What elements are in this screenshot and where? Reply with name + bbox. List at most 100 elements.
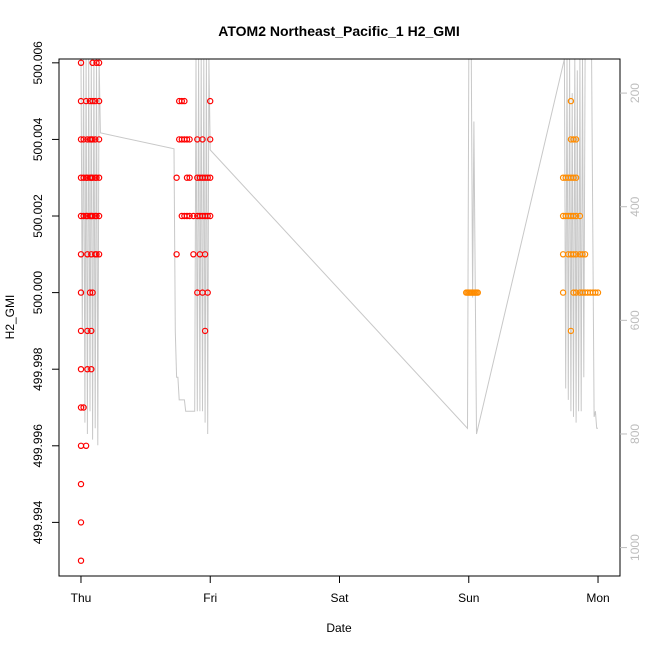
points-layer: [77, 59, 602, 564]
data-point: [173, 251, 180, 258]
data-point: [567, 97, 575, 105]
data-point: [95, 136, 103, 143]
data-point: [201, 251, 209, 258]
data-point: [89, 174, 96, 181]
data-point: [173, 174, 180, 181]
x-axis: Thu Fri Sat Sun Mon: [71, 575, 610, 605]
data-point: [95, 97, 103, 105]
data-point: [181, 97, 188, 105]
data-point: [77, 404, 85, 411]
data-point: [84, 327, 91, 335]
data-point: [572, 289, 580, 296]
data-point: [190, 212, 197, 220]
data-point: [570, 212, 577, 220]
y-axis-label: H2_GMI: [3, 295, 17, 340]
data-point: [183, 174, 191, 181]
data-point: [86, 289, 94, 296]
y-tick-label: 500.004: [31, 117, 45, 161]
data-point: [570, 251, 577, 258]
data-point: [576, 212, 584, 220]
data-point: [95, 59, 103, 67]
data-point: [204, 289, 211, 296]
data-point: [82, 97, 90, 105]
data-point: [592, 289, 599, 296]
data-point: [190, 251, 197, 258]
data-point: [572, 174, 580, 181]
data-point: [77, 327, 85, 335]
y-tick-label: 499.998: [31, 347, 45, 391]
data-point: [88, 327, 95, 335]
data-point: [572, 251, 580, 258]
data-point: [206, 174, 214, 181]
data-point: [572, 136, 580, 143]
data-point: [570, 174, 577, 181]
data-point: [80, 212, 87, 220]
x-tick-label: Sun: [458, 591, 479, 605]
data-point: [89, 59, 96, 67]
data-point: [206, 212, 214, 220]
data-point: [80, 404, 87, 411]
data-point: [186, 136, 193, 143]
data-point: [89, 136, 96, 143]
y2-tick-label: 1000: [628, 534, 642, 561]
data-point: [84, 251, 91, 258]
data-point: [77, 251, 85, 258]
y2-axis: 200 400 600 800 1000: [620, 83, 642, 561]
y-tick-label: 499.996: [31, 424, 45, 468]
data-point: [77, 519, 85, 526]
data-point: [89, 212, 96, 220]
data-point: [89, 289, 96, 296]
data-point: [77, 557, 85, 564]
y2-tick-label: 200: [628, 83, 642, 103]
data-point: [570, 136, 577, 143]
x-tick-label: Sat: [330, 591, 349, 605]
data-point: [204, 174, 211, 181]
data-point: [206, 136, 214, 143]
data-point: [93, 251, 100, 258]
x-tick-label: Thu: [71, 591, 92, 605]
data-point: [206, 97, 214, 105]
chart-title: ATOM2 Northeast_Pacific_1 H2_GMI: [218, 23, 459, 39]
y-tick-label: 499.994: [31, 500, 45, 544]
y-tick-label: 500.006: [31, 41, 45, 85]
data-point: [77, 480, 85, 488]
data-point: [594, 289, 602, 296]
data-point: [201, 327, 209, 335]
data-point: [95, 251, 103, 258]
data-point: [581, 251, 589, 258]
data-point: [178, 97, 185, 105]
y2-tick-label: 400: [628, 196, 642, 216]
y-tick-label: 500.002: [31, 194, 45, 238]
data-point: [183, 212, 191, 220]
data-point: [91, 97, 99, 105]
data-point: [186, 174, 193, 181]
data-point: [84, 366, 91, 373]
x-axis-label: Date: [326, 621, 352, 635]
data-point: [82, 442, 90, 449]
data-point: [559, 289, 567, 296]
data-point: [570, 289, 577, 296]
data-point: [88, 366, 95, 373]
x-tick-label: Mon: [586, 591, 609, 605]
data-point: [93, 174, 100, 181]
data-point: [91, 136, 99, 143]
data-point: [80, 174, 87, 181]
y2-tick-label: 600: [628, 310, 642, 330]
data-point: [93, 212, 100, 220]
data-point: [77, 136, 85, 143]
data-point: [183, 136, 191, 143]
data-point: [93, 59, 100, 67]
data-point: [95, 174, 103, 181]
data-point: [89, 97, 96, 105]
data-point: [95, 212, 103, 220]
data-point: [80, 136, 87, 143]
data-point: [567, 327, 575, 335]
data-point: [579, 251, 586, 258]
data-point: [77, 59, 85, 67]
data-point: [186, 212, 193, 220]
y-axis: 499.994 499.996 499.998 500.000 500.002 500.0…: [31, 41, 59, 544]
data-point: [474, 289, 481, 296]
y2-tick-label: 800: [628, 424, 642, 444]
